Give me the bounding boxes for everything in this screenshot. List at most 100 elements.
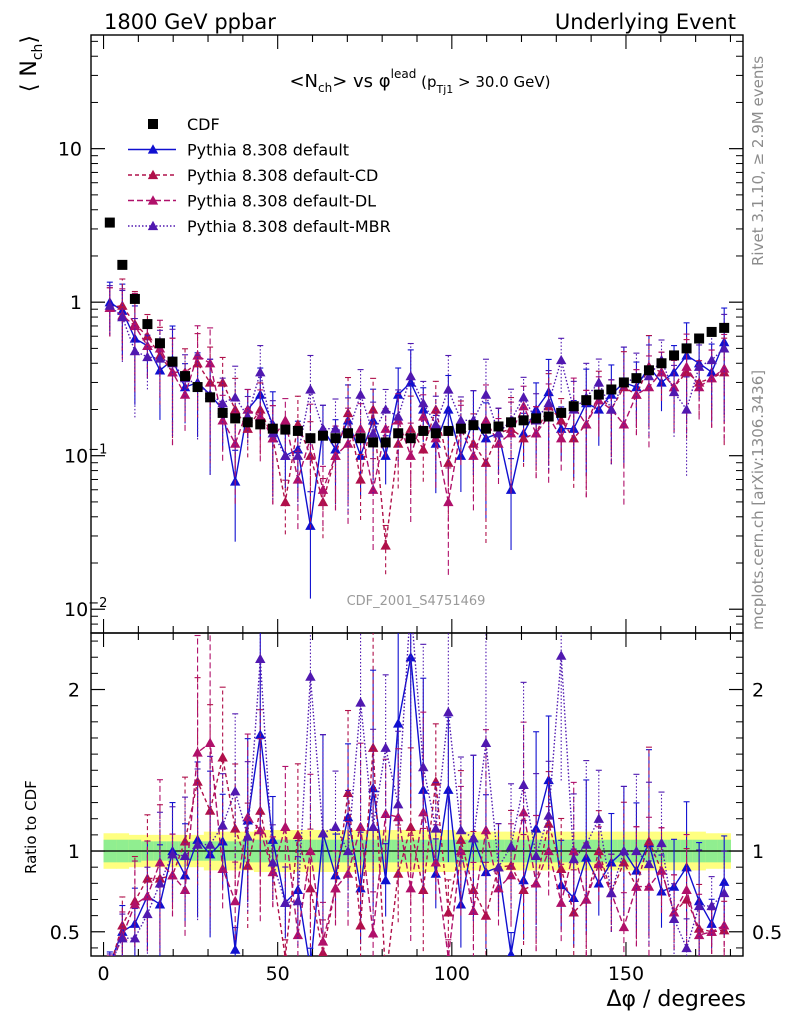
ratio-point-cd (380, 973, 390, 982)
top-point-dl (142, 340, 153, 350)
ratio-point-mbr (430, 823, 442, 833)
ratio-point-mbr (242, 831, 253, 841)
top-point-data (493, 421, 504, 432)
ratio-point-dl (367, 928, 379, 938)
ratio-point-dl (693, 929, 705, 940)
top-point-data (455, 423, 466, 434)
ratio-point-cd (643, 836, 655, 846)
top-point-data (230, 413, 241, 424)
legend-marker-default (147, 144, 159, 154)
top-point-dl (518, 401, 529, 411)
ratio-point-cd (355, 920, 366, 930)
top-point-dl (493, 438, 504, 448)
top-point-cd (280, 496, 291, 507)
top-point-mbr (380, 404, 391, 414)
ratio-point-default (392, 718, 404, 728)
tick-label-base: 10 (64, 446, 88, 468)
top-series-data (104, 217, 730, 448)
top-point-data (506, 417, 517, 428)
ratio-point-mbr (518, 779, 529, 789)
ratio-point-mbr (204, 839, 216, 849)
ratio-point-mbr (142, 908, 153, 919)
ratio-point-mbr (681, 942, 692, 953)
top-y-tick-label: 10−2 (64, 596, 107, 621)
top-point-mbr (355, 389, 366, 399)
ratio-point-mbr (179, 850, 191, 861)
tick-label-exponent: −1 (88, 443, 107, 458)
top-point-dl (179, 389, 191, 399)
ratio-point-dl (317, 936, 329, 946)
ratio-point-dl (355, 821, 366, 831)
ratio-series-mbr (106, 633, 730, 956)
top-point-data (531, 413, 542, 424)
ratio-point-mbr (455, 824, 467, 835)
x-tick-label: 50 (266, 963, 290, 985)
top-point-mbr (330, 423, 341, 433)
top-point-mbr (280, 450, 291, 460)
top-point-cd (430, 404, 442, 414)
ratio-point-default (229, 944, 241, 954)
top-point-data (669, 350, 680, 361)
top-point-mbr (418, 397, 429, 408)
x-axis-label: Δφ / degrees (606, 987, 746, 1012)
top-line-default (109, 301, 725, 526)
top-point-mbr (455, 415, 467, 425)
top-point-data (443, 425, 454, 436)
ratio-point-dl (330, 882, 341, 893)
top-panel-y-axis-label: ⟨ Nch⟩ (17, 35, 46, 92)
y-axis-label-close: ⟩ (17, 35, 42, 44)
header-left-label: 1800 GeV ppbar (104, 10, 276, 34)
top-point-dl (167, 366, 178, 377)
top-point-dl (280, 415, 291, 425)
top-point-data (305, 433, 316, 444)
top-point-data (154, 338, 165, 349)
top-point-data (556, 407, 567, 418)
top-point-data (418, 425, 429, 436)
ratio-point-mbr (392, 798, 404, 809)
title-part-sub-tj1: Tj1 (436, 83, 454, 96)
top-point-data (719, 322, 730, 333)
ratio-point-dl (718, 920, 730, 930)
ratio-point-dl (446, 952, 451, 956)
ratio-point-dl (505, 870, 517, 880)
ratio-point-mbr (530, 850, 542, 861)
top-point-data (643, 365, 654, 376)
top-point-data (330, 433, 341, 444)
ratio-point-mbr (618, 845, 630, 856)
top-point-mbr (718, 343, 730, 353)
ratio-point-mbr (129, 933, 141, 943)
top-point-cd (518, 433, 529, 443)
top-point-data (192, 382, 203, 393)
top-point-data (343, 428, 354, 439)
ratio-point-mbr (367, 821, 379, 831)
ratio-point-mbr (480, 737, 492, 747)
ratio-point-dl (581, 894, 592, 904)
legend-marker-data (148, 119, 158, 129)
top-point-data (380, 437, 391, 448)
top-point-mbr (405, 370, 416, 381)
title-part-paren: (p (416, 73, 436, 91)
legend-label-data: CDF (187, 115, 220, 134)
top-point-default (668, 366, 680, 377)
mcplots-source-label: mcplots.cern.ch [arXiv:1306.3436] (749, 370, 767, 630)
ratio-point-dl (530, 878, 542, 888)
top-point-dl (505, 428, 517, 438)
ratio-point-dl (229, 895, 241, 906)
ratio-point-mbr (154, 878, 166, 888)
top-point-data (104, 217, 115, 228)
top-y-tick-label: 1 (70, 292, 82, 314)
top-point-data (267, 423, 278, 434)
ratio-point-dl (405, 882, 416, 893)
ratio-line-dl (113, 741, 725, 956)
ratio-point-cd (430, 776, 442, 786)
ratio-point-mbr (706, 900, 717, 911)
top-point-dl (443, 496, 454, 507)
top-point-data (242, 417, 253, 428)
top-point-mbr (555, 354, 567, 365)
top-point-dl (292, 474, 304, 484)
top-point-mbr (480, 389, 492, 399)
ratio-point-mbr (505, 840, 517, 851)
ratio-point-mbr (493, 861, 504, 872)
top-point-data (694, 333, 705, 344)
ratio-point-mbr (693, 900, 705, 911)
